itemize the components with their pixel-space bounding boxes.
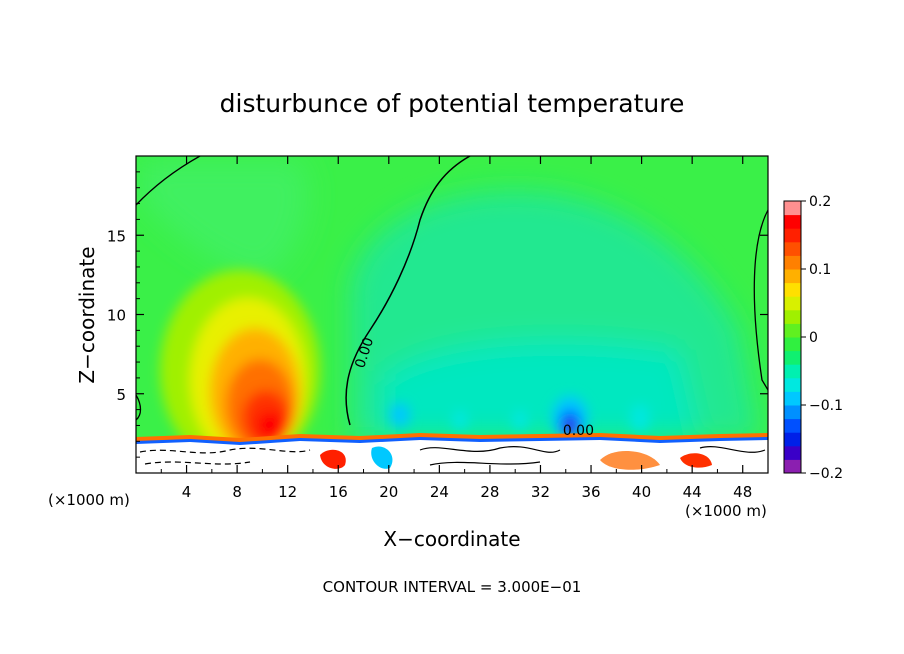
- cyan-spot-2: [452, 410, 468, 430]
- y-axis-title: Z−coordinate: [75, 246, 99, 383]
- dashed-contours-left: [139, 447, 311, 465]
- zero-contour-upper-left: [136, 156, 201, 206]
- colorbar-tick-label: −0.2: [809, 466, 843, 482]
- x-tick-label: 4: [182, 483, 192, 501]
- boundary-layer-white: [136, 440, 768, 473]
- turbulent-blob-red: [320, 449, 346, 469]
- x-tick-label: 40: [632, 483, 651, 501]
- colorbar-swatch: [784, 418, 801, 433]
- colorbar-swatch: [784, 377, 801, 392]
- turbulent-blob-orange: [600, 450, 660, 470]
- x-tick-label: 24: [430, 483, 449, 501]
- warm-core: [256, 411, 284, 439]
- x-tick-label: 12: [278, 483, 297, 501]
- colorbar-swatch: [784, 405, 801, 420]
- x-axis-title: X−coordinate: [383, 527, 520, 551]
- colorbar-swatch: [784, 269, 801, 284]
- turbulent-blob-blue: [371, 446, 393, 469]
- colorbar-swatch: [784, 445, 801, 460]
- cyan-spot-3: [512, 410, 528, 430]
- colorbar-swatch: [784, 323, 801, 338]
- y-tick-label: 10: [107, 307, 126, 325]
- x-tick-label: 20: [379, 483, 398, 501]
- plot-area: [136, 156, 768, 473]
- colorbar-swatch: [784, 432, 801, 447]
- colorbar-swatch: [784, 282, 801, 297]
- colorbar-swatch: [784, 255, 801, 270]
- colorbar-swatch: [784, 214, 801, 229]
- zero-contour-left: [345, 156, 471, 426]
- colorbar-swatch: [784, 296, 801, 311]
- colorbar-tick-label: 0.1: [809, 262, 831, 278]
- x-unit-label-left: (×1000 m): [48, 491, 130, 509]
- x-unit-label-right: (×1000 m): [685, 502, 767, 520]
- x-tick-label: 8: [232, 483, 242, 501]
- colorbar-swatch: [784, 350, 801, 365]
- solid-contours-right: [419, 446, 766, 466]
- y-tick-label: 15: [107, 227, 126, 245]
- x-tick-label: 44: [683, 483, 702, 501]
- x-tick-label: 28: [480, 483, 499, 501]
- cold-core: [565, 421, 575, 435]
- x-tick-label: 32: [531, 483, 550, 501]
- colorbar-swatch: [784, 309, 801, 324]
- x-tick-label: 48: [733, 483, 752, 501]
- contour-label: 0.00: [563, 423, 594, 439]
- colorbar-swatch: [784, 364, 801, 379]
- x-tick-label: 16: [329, 483, 348, 501]
- contour-interval-note: CONTOUR INTERVAL = 3.000E−01: [323, 578, 582, 596]
- colorbar-swatch: [784, 391, 801, 406]
- colorbar-swatch: [784, 228, 801, 243]
- y-tick-label: 5: [116, 386, 126, 404]
- colorbar-swatch: [784, 459, 801, 474]
- chart-title: disturbunce of potential temperature: [220, 89, 685, 118]
- cyan-spot-4: [630, 404, 650, 432]
- x-tick-label: 36: [581, 483, 600, 501]
- colorbar-swatch: [784, 201, 801, 216]
- zero-contour-right: [753, 209, 768, 391]
- turbulent-blob-red-2: [680, 453, 712, 468]
- zero-contour-low: [136, 394, 142, 421]
- colorbar-swatch: [784, 337, 801, 352]
- colorbar: [783, 200, 802, 474]
- colorbar-swatch: [784, 241, 801, 256]
- colorbar-tick-label: 0.2: [809, 194, 831, 210]
- colorbar-tick-label: −0.1: [809, 398, 843, 414]
- colorbar-tick-label: 0: [809, 330, 818, 346]
- upper-left-tint: [140, 160, 308, 280]
- cyan-spot-1: [390, 403, 410, 427]
